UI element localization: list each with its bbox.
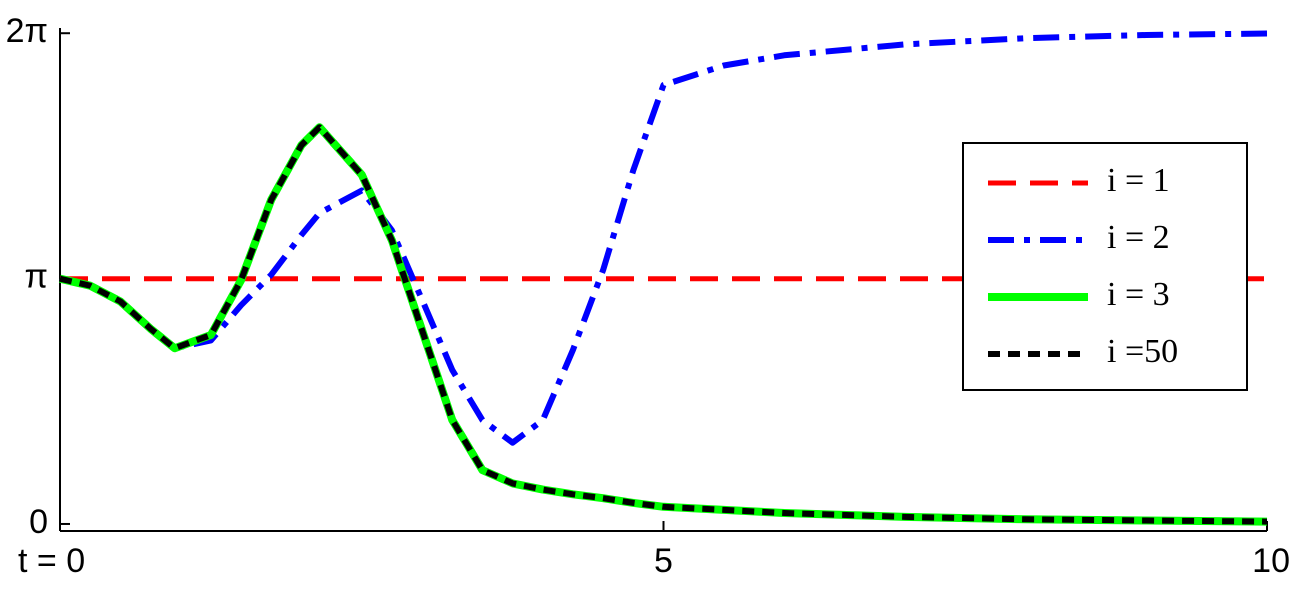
series-line — [59, 124, 1268, 525]
legend-label: i = 2 — [1107, 219, 1170, 256]
legend-box — [962, 142, 1248, 391]
x-tick-label: 10 — [1252, 542, 1290, 580]
legend: i = 1 i = 2 i = 3 i =50 — [962, 142, 1248, 391]
x-tick-label: 5 — [654, 542, 673, 580]
legend-label: i = 3 — [1107, 276, 1170, 313]
x-tick-label: t = 0 — [18, 542, 85, 580]
y-tick-label: π — [25, 258, 48, 296]
axes: 0 π 2π t = 0 5 10 — [6, 12, 1290, 580]
y-tick-label: 0 — [29, 503, 48, 541]
lines — [59, 30, 1268, 526]
legend-label: i = 1 — [1107, 162, 1170, 199]
y-tick-label: 2π — [6, 12, 48, 50]
series-line — [59, 30, 1268, 446]
legend-label: i =50 — [1107, 333, 1178, 370]
